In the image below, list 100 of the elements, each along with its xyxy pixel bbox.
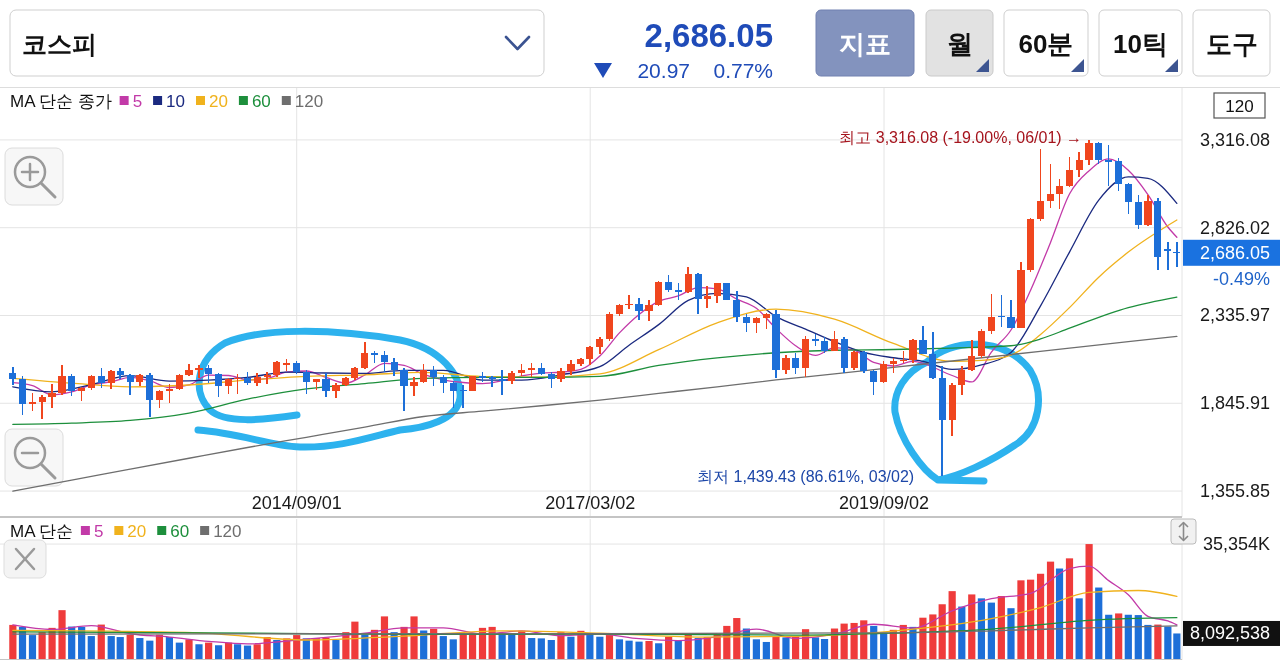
text: 지표 [839, 29, 891, 59]
bar [459, 634, 467, 660]
candlestick [48, 382, 56, 410]
candlestick [126, 372, 134, 397]
bar [1134, 615, 1142, 660]
line-series [12, 335, 1178, 492]
bar [635, 641, 643, 660]
bar [449, 639, 457, 660]
bar [107, 636, 115, 660]
candlestick [58, 364, 66, 396]
candlestick [263, 371, 271, 385]
candlestick [635, 297, 643, 321]
bar [615, 639, 624, 660]
candlestick [909, 338, 917, 365]
candlestick [968, 338, 976, 372]
text: 120 [1225, 97, 1254, 116]
bar [1075, 598, 1083, 660]
bar [1105, 614, 1113, 660]
y-tick-label: 3,316.08 [1199, 129, 1270, 150]
x-tick-label: 2019/09/02 [838, 493, 930, 513]
candlestick [28, 392, 37, 413]
candlestick [850, 350, 858, 372]
candlestick [1055, 178, 1064, 210]
candlestick [165, 382, 174, 405]
candlestick [214, 372, 223, 398]
candlestick [1075, 151, 1083, 178]
y-tick-label: 2,335.97 [1199, 305, 1270, 326]
y-tick-label: 35,354K [1202, 534, 1270, 555]
bar [205, 642, 213, 660]
candlestick [1065, 156, 1074, 188]
bar [674, 640, 682, 660]
candlestick [958, 365, 966, 396]
y-tick-label: 1,845.91 [1199, 393, 1270, 414]
bar [752, 639, 760, 660]
bar [547, 640, 555, 660]
bar [605, 635, 614, 660]
annotation: 최저 1,439.43 (86.61%, 03/02) [697, 467, 915, 485]
bar [253, 644, 261, 660]
bar [820, 639, 829, 660]
candlestick [302, 369, 310, 396]
bar [214, 645, 223, 660]
candlestick [1105, 143, 1113, 187]
bar [948, 591, 956, 660]
candlestick [488, 375, 496, 388]
bar [1095, 587, 1103, 660]
annotation: 8,092,538 [1189, 623, 1270, 644]
text: 10틱 [1113, 29, 1168, 59]
bar [233, 644, 242, 660]
text: 월 [946, 29, 973, 59]
bar [1173, 633, 1181, 660]
legend-label: 10 [166, 91, 186, 111]
candlestick [380, 350, 389, 373]
bar [1154, 624, 1162, 660]
legend-title: MA 단순 종가 [10, 91, 113, 111]
bar [1065, 558, 1074, 660]
candlestick [410, 376, 418, 397]
y-tick-label: 1,355.85 [1199, 481, 1270, 502]
candlestick [645, 298, 653, 322]
bar [165, 637, 174, 660]
candlestick [38, 394, 46, 420]
candlestick [107, 369, 115, 390]
line-series [12, 296, 1178, 426]
candlestick [1164, 241, 1172, 271]
bar [762, 641, 770, 660]
bar [528, 638, 536, 660]
bar [87, 636, 95, 660]
annotation: 최고 3,316.08 (-19.00%, 06/01) → [839, 129, 1083, 147]
bar [146, 640, 154, 660]
bar [537, 638, 545, 660]
text: 코스피 [22, 30, 97, 58]
bar [136, 638, 144, 660]
bar [782, 637, 790, 660]
bar [1164, 626, 1172, 660]
bar [567, 636, 575, 660]
text: -0.49% [1212, 269, 1270, 289]
candlestick [97, 367, 105, 389]
legend-label: 20 [209, 91, 228, 111]
legend-title: MA 단순 [10, 521, 74, 541]
legend-label: 120 [213, 521, 242, 541]
x-tick-label: 2017/03/02 [545, 493, 636, 513]
text: 2,686.05 [644, 16, 773, 54]
bar [645, 640, 653, 660]
bar [28, 635, 37, 660]
bar [1007, 608, 1015, 660]
bar [1055, 568, 1064, 660]
legend-label: 5 [132, 91, 143, 111]
candlestick [703, 285, 711, 309]
bar [332, 640, 340, 660]
bar [1036, 573, 1045, 660]
legend-label: 20 [127, 521, 147, 541]
candlestick [1036, 148, 1045, 223]
bar [655, 643, 663, 660]
bar [126, 634, 134, 660]
candlestick [733, 290, 741, 323]
y-tick-label: 2,826.02 [1199, 217, 1270, 238]
bar [1017, 580, 1025, 660]
bar [1046, 561, 1055, 660]
bar [811, 637, 820, 660]
candlestick [870, 369, 878, 396]
legend-label: 120 [294, 91, 324, 111]
